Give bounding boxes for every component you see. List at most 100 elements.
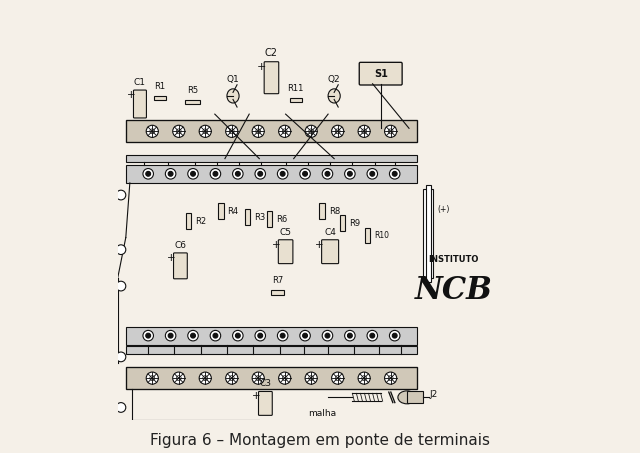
- Circle shape: [188, 169, 198, 179]
- Circle shape: [278, 372, 291, 384]
- Text: R9: R9: [349, 219, 360, 228]
- Circle shape: [348, 171, 352, 176]
- Circle shape: [392, 333, 397, 338]
- Circle shape: [146, 125, 158, 137]
- Circle shape: [303, 171, 307, 176]
- Circle shape: [229, 129, 234, 134]
- FancyBboxPatch shape: [322, 240, 339, 264]
- Circle shape: [344, 169, 355, 179]
- Text: R3: R3: [254, 213, 265, 222]
- Text: R4: R4: [228, 207, 239, 216]
- Text: +: +: [252, 391, 260, 401]
- Ellipse shape: [328, 89, 340, 103]
- Circle shape: [258, 171, 262, 176]
- Circle shape: [173, 372, 185, 384]
- Circle shape: [252, 372, 264, 384]
- Circle shape: [300, 169, 310, 179]
- Circle shape: [385, 372, 397, 384]
- Circle shape: [308, 376, 314, 381]
- Circle shape: [322, 330, 333, 341]
- Circle shape: [348, 333, 352, 338]
- Circle shape: [213, 171, 218, 176]
- Circle shape: [388, 376, 393, 381]
- Circle shape: [370, 171, 374, 176]
- Circle shape: [232, 169, 243, 179]
- Circle shape: [191, 171, 195, 176]
- Circle shape: [258, 333, 262, 338]
- Circle shape: [358, 372, 370, 384]
- Text: Q2: Q2: [328, 75, 340, 84]
- FancyBboxPatch shape: [259, 391, 272, 415]
- Circle shape: [199, 125, 211, 137]
- Circle shape: [146, 372, 158, 384]
- Circle shape: [256, 376, 260, 381]
- Circle shape: [143, 330, 154, 341]
- Text: (+): (+): [437, 205, 450, 214]
- Text: +: +: [257, 62, 266, 72]
- Circle shape: [213, 333, 218, 338]
- Text: Q1: Q1: [227, 75, 239, 84]
- Ellipse shape: [227, 89, 239, 103]
- Circle shape: [308, 129, 314, 134]
- Circle shape: [282, 376, 287, 381]
- Circle shape: [305, 372, 317, 384]
- Bar: [271, 290, 284, 294]
- Bar: [126, 367, 417, 389]
- Circle shape: [116, 190, 126, 200]
- Circle shape: [236, 333, 240, 338]
- Text: R8: R8: [329, 207, 340, 216]
- Text: R5: R5: [187, 86, 198, 95]
- Text: R10: R10: [374, 231, 389, 240]
- Circle shape: [143, 169, 154, 179]
- Circle shape: [325, 333, 330, 338]
- FancyBboxPatch shape: [359, 63, 402, 85]
- Circle shape: [370, 333, 374, 338]
- Circle shape: [300, 330, 310, 341]
- Text: J2: J2: [429, 390, 438, 399]
- Circle shape: [280, 171, 285, 176]
- Circle shape: [177, 376, 181, 381]
- Text: +: +: [271, 240, 280, 250]
- Ellipse shape: [398, 391, 416, 404]
- Circle shape: [210, 330, 221, 341]
- Text: S1: S1: [374, 69, 388, 79]
- Circle shape: [280, 333, 285, 338]
- Circle shape: [199, 372, 211, 384]
- Circle shape: [226, 125, 238, 137]
- Circle shape: [150, 129, 155, 134]
- Text: R7: R7: [272, 276, 283, 285]
- Circle shape: [362, 376, 367, 381]
- Text: R2: R2: [195, 217, 206, 226]
- Text: NCB: NCB: [415, 275, 492, 306]
- Text: +: +: [127, 90, 136, 100]
- Bar: [218, 203, 223, 219]
- Text: +: +: [315, 240, 323, 250]
- Circle shape: [332, 125, 344, 137]
- Circle shape: [210, 169, 221, 179]
- Text: C3: C3: [259, 379, 271, 388]
- Circle shape: [305, 125, 317, 137]
- Circle shape: [367, 330, 378, 341]
- Circle shape: [229, 376, 234, 381]
- Bar: [126, 155, 417, 162]
- Text: R1: R1: [155, 82, 166, 91]
- Bar: [244, 209, 250, 226]
- Bar: [319, 203, 324, 219]
- Text: INSTITUTO: INSTITUTO: [428, 255, 479, 264]
- Circle shape: [173, 125, 185, 137]
- Circle shape: [236, 171, 240, 176]
- Circle shape: [177, 129, 181, 134]
- Circle shape: [203, 129, 207, 134]
- Circle shape: [146, 333, 150, 338]
- Bar: [186, 100, 200, 105]
- Circle shape: [325, 171, 330, 176]
- Bar: [290, 97, 302, 102]
- Circle shape: [252, 125, 264, 137]
- Text: R11: R11: [287, 84, 304, 93]
- Text: Figura 6 – Montagem em ponte de terminais: Figura 6 – Montagem em ponte de terminai…: [150, 434, 490, 448]
- Circle shape: [278, 125, 291, 137]
- Circle shape: [277, 169, 288, 179]
- Circle shape: [277, 330, 288, 341]
- Circle shape: [255, 169, 266, 179]
- Circle shape: [150, 376, 155, 381]
